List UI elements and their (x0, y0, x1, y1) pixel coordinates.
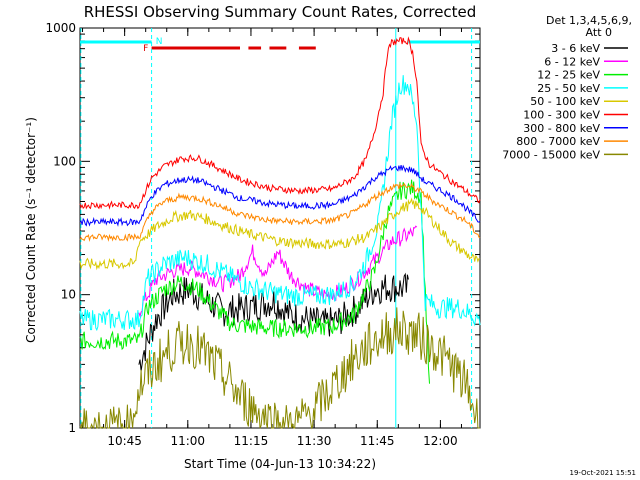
series-line (79, 197, 481, 271)
legend-entry: 6 - 12 keV (544, 55, 600, 68)
legend-entry: 3 - 6 keV (551, 42, 600, 55)
y-tick-label: 10 (61, 288, 76, 302)
legend-entry: 12 - 25 keV (537, 69, 600, 82)
series-line (138, 225, 418, 318)
flare-flag-label: F (143, 44, 148, 54)
y-tick-label: 100 (53, 154, 76, 168)
x-tick-label: 12:00 (423, 434, 458, 448)
attenuator-label: N (156, 37, 163, 47)
x-tick-label: 11:00 (170, 434, 205, 448)
legend-entry: 25 - 50 keV (537, 82, 600, 95)
series-line (79, 179, 430, 384)
x-tick-label: 11:15 (234, 434, 269, 448)
x-tick-label: 11:45 (360, 434, 395, 448)
series-line (79, 36, 481, 210)
series-line (79, 75, 481, 332)
series-line (79, 182, 481, 243)
legend-header: Att 0 (586, 26, 612, 39)
y-tick-label: 1000 (45, 21, 76, 35)
axis-ticks: 10:45 11:00 11:15 11:30 11:45 12:00 1 10 100 1000 (45, 21, 480, 448)
legend-header: Det 1,3,4,5,6,9, (546, 14, 632, 27)
series-lines (79, 36, 481, 430)
x-tick-label: 11:30 (297, 434, 332, 448)
y-axis-label: Corrected Count Rate (s⁻¹ detector⁻¹) (24, 117, 38, 343)
series-line (79, 307, 480, 430)
series-line (79, 164, 481, 227)
legend-entry: 300 - 800 keV (523, 122, 600, 135)
x-tick-label: 10:45 (107, 434, 142, 448)
chart-title: RHESSI Observing Summary Count Rates, Co… (84, 3, 477, 21)
x-axis-label: Start Time (04-Jun-13 10:34:22) (184, 457, 376, 471)
legend-entry: 800 - 7000 keV (516, 135, 600, 148)
legend-entry: 7000 - 15000 keV (502, 148, 600, 161)
legend-entry: 50 - 100 keV (530, 95, 600, 108)
y-tick-label: 1 (68, 421, 76, 435)
plot-frame (79, 27, 481, 429)
footer-timestamp: 19-Oct-2021 15:51 (570, 469, 636, 477)
flag-bars: NF (80, 28, 480, 428)
legend-entry: 100 - 300 keV (523, 109, 600, 122)
